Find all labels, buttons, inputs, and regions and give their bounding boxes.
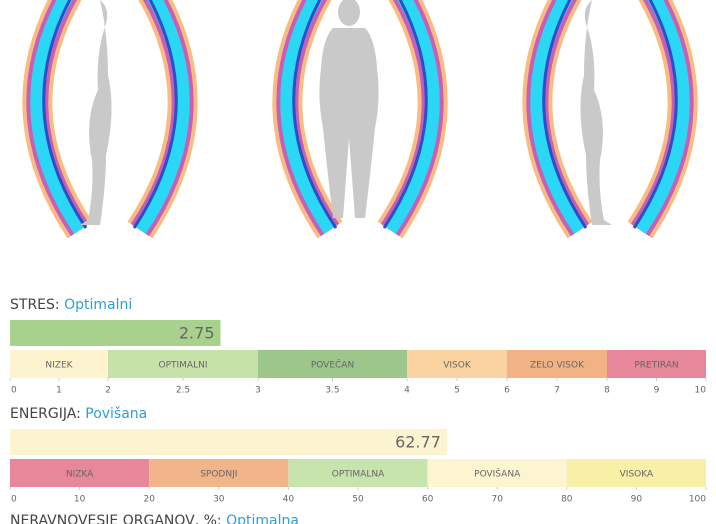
segment-label: NIZEK [45, 361, 73, 371]
tick-label: 9 [654, 386, 660, 396]
tick-label: 0 [11, 386, 17, 396]
tick-label: 4 [404, 386, 410, 396]
tick-label: 70 [491, 495, 503, 505]
aura-side-right [537, 0, 682, 230]
tick-label: 1 [56, 386, 62, 396]
tick-label: 2 [105, 386, 111, 396]
tick-label: 10 [74, 495, 86, 505]
segment-label: OPTIMALNA [332, 470, 385, 480]
value-bar [10, 320, 221, 346]
aura-side-left [37, 0, 182, 230]
tick-label: 7 [554, 386, 560, 396]
tick-label: 10 [695, 386, 707, 396]
scale-segment [507, 350, 607, 378]
scale-segment [607, 350, 706, 378]
heading-label: STRES: [10, 297, 64, 313]
section-heading: STRES: Optimalni [10, 297, 132, 313]
scale-segment [10, 459, 150, 487]
tick-label: 5 [454, 386, 460, 396]
value-bar [10, 429, 447, 455]
section-heading: ENERGIJA: Povišana [10, 406, 147, 422]
tick-label: 3 [255, 386, 261, 396]
gauges: STRES: Optimalni 2.75 NIZEK OPTIMALNI POVEČA… [9, 297, 707, 524]
segment-label: OPTIMALNI [159, 361, 208, 371]
tick-label: 20 [143, 495, 155, 505]
segment-label: ZELO VISOK [530, 361, 585, 371]
tick-label: 3.5 [325, 386, 339, 396]
heading-label: ENERGIJA: [10, 406, 85, 422]
scale-segment [108, 350, 258, 378]
tick-label: 30 [213, 495, 225, 505]
scale-segment [427, 459, 567, 487]
tick-label: 80 [561, 495, 573, 505]
tick-label: 2.5 [176, 386, 190, 396]
heading-label: NERAVNOVESJE ORGANOV, %: [10, 513, 226, 524]
tick-label: 100 [689, 495, 706, 505]
segment-label: POVIŠANA [474, 468, 521, 480]
scale-segment [566, 459, 706, 487]
segment-label: VISOK [443, 361, 472, 371]
scale-segment [288, 459, 428, 487]
aura-images [37, 0, 682, 230]
heading-status[interactable]: Optimalna [226, 513, 299, 524]
section-heading: NERAVNOVESJE ORGANOV, %: Optimalna [10, 513, 299, 524]
scale-segment [258, 350, 407, 378]
heading-status[interactable]: Optimalni [64, 297, 132, 313]
aura-front [287, 0, 432, 230]
tick-label: 6 [504, 386, 510, 396]
segment-label: PRETIRAN [634, 361, 678, 371]
scale-segment [149, 459, 289, 487]
tick-label: 0 [11, 495, 17, 505]
tick-label: 50 [352, 495, 364, 505]
scale-segment [10, 350, 108, 378]
value-label: 2.75 [179, 324, 215, 343]
segment-label: SPODNJI [200, 470, 237, 480]
tick-label: 60 [422, 495, 434, 505]
segment-label: POVEČAN [311, 359, 354, 371]
scale-segment [407, 350, 507, 378]
segment-label: NIZKA [66, 470, 94, 480]
heading-status[interactable]: Povišana [85, 406, 147, 422]
tick-label: 8 [604, 386, 610, 396]
tick-label: 40 [283, 495, 295, 505]
segment-label: VISOKA [620, 470, 654, 480]
value-label: 62.77 [395, 433, 441, 452]
tick-label: 90 [631, 495, 643, 505]
